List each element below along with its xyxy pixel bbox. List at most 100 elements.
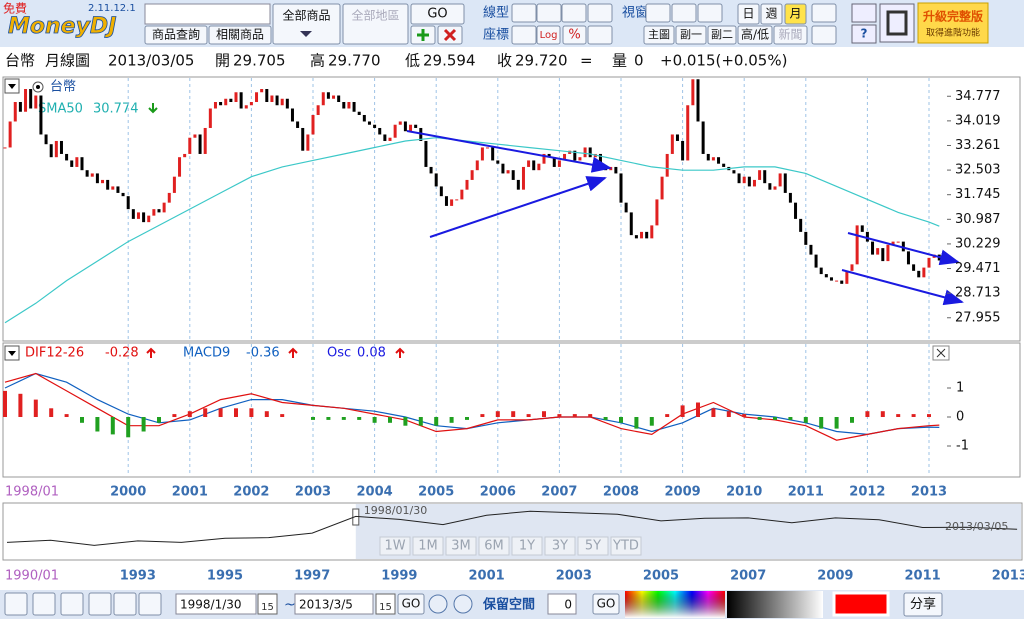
zoom-button[interactable]: [453, 594, 473, 614]
button[interactable]: [760, 3, 783, 25]
range-label[interactable]: 3Y: [552, 539, 568, 554]
button[interactable]: [342, 3, 409, 45]
icon-button[interactable]: [671, 3, 697, 23]
icon-button[interactable]: [88, 592, 112, 616]
button-label[interactable]: 新聞: [778, 27, 802, 42]
button-label[interactable]: GO: [402, 597, 421, 611]
button-label[interactable]: 全部地區: [351, 8, 399, 23]
range-button[interactable]: [610, 536, 642, 556]
range-button[interactable]: [379, 536, 411, 556]
icon-button[interactable]: [587, 3, 613, 23]
range-button[interactable]: [544, 536, 576, 556]
button-label[interactable]: %: [568, 28, 580, 43]
icon-button[interactable]: [587, 25, 613, 45]
range-label[interactable]: 1W: [384, 539, 405, 554]
icon-button[interactable]: [511, 25, 537, 45]
range-label[interactable]: YTD: [612, 539, 639, 554]
button[interactable]: [737, 25, 773, 45]
button-label[interactable]: 日: [742, 7, 754, 21]
shade-picker[interactable]: [727, 591, 823, 618]
button-label[interactable]: 主圖: [648, 28, 670, 41]
button-label[interactable]: 月: [789, 7, 801, 21]
calendar[interactable]: [257, 593, 278, 615]
button[interactable]: [643, 25, 675, 45]
range-button[interactable]: [478, 536, 510, 556]
help-button[interactable]: [851, 24, 877, 44]
range-button[interactable]: [412, 536, 444, 556]
button[interactable]: [410, 3, 465, 25]
button[interactable]: [272, 3, 341, 45]
search-input[interactable]: [144, 3, 271, 25]
button-label[interactable]: 高/低: [741, 27, 769, 42]
logo[interactable]: MoneyDJ: [8, 14, 117, 40]
button[interactable]: [536, 25, 561, 45]
button[interactable]: [144, 25, 208, 45]
button[interactable]: [675, 25, 707, 45]
range-label[interactable]: 3M: [451, 539, 471, 554]
current-color[interactable]: [832, 591, 890, 617]
button-label[interactable]: 副一: [680, 28, 702, 41]
icon-button[interactable]: [113, 592, 137, 616]
button[interactable]: [208, 25, 272, 45]
icon-button[interactable]: [511, 3, 537, 23]
button-label[interactable]: 全部商品: [282, 8, 330, 23]
button-label[interactable]: GO: [427, 7, 447, 22]
candle: [398, 121, 402, 125]
range-label[interactable]: 5Y: [585, 539, 601, 554]
icon-button[interactable]: [4, 592, 28, 616]
button[interactable]: [773, 25, 808, 45]
candle: [824, 274, 828, 278]
button[interactable]: [737, 3, 760, 25]
calendar[interactable]: [375, 593, 396, 615]
input-value[interactable]: 1998/1/30: [180, 598, 242, 612]
input[interactable]: [175, 593, 257, 615]
input-value[interactable]: 0: [564, 598, 572, 612]
range-button[interactable]: [511, 536, 543, 556]
button[interactable]: [707, 25, 737, 45]
upgrade-sub[interactable]: 取得進階功能: [926, 27, 980, 39]
button-label[interactable]: 副二: [711, 28, 733, 41]
icon-button[interactable]: [60, 592, 84, 616]
upgrade-text[interactable]: 升級完整版: [923, 9, 983, 24]
input[interactable]: [547, 593, 577, 615]
osc-bar: [357, 417, 362, 420]
range-label[interactable]: 1Y: [519, 539, 535, 554]
icon-button[interactable]: [697, 3, 723, 23]
button-label[interactable]: GO: [597, 597, 616, 611]
fullscreen-button[interactable]: [879, 3, 915, 43]
range-label[interactable]: 1M: [418, 539, 438, 554]
button-label[interactable]: 商品查詢: [152, 27, 200, 42]
nav-tick-label: 1993: [120, 569, 156, 584]
button-label[interactable]: 週: [765, 7, 777, 21]
icon-button[interactable]: [811, 3, 837, 23]
chat-button[interactable]: [851, 3, 877, 23]
range-button[interactable]: [577, 536, 609, 556]
zoom-button[interactable]: [428, 594, 448, 614]
button[interactable]: [397, 593, 425, 615]
osc-bar: [187, 411, 192, 417]
range-button[interactable]: [445, 536, 477, 556]
range-label[interactable]: 6M: [484, 539, 504, 554]
icon-button[interactable]: [536, 3, 562, 23]
candle: [573, 150, 577, 161]
button[interactable]: [903, 592, 943, 617]
candle: [794, 202, 798, 219]
button[interactable]: [784, 3, 807, 25]
button[interactable]: [562, 25, 587, 45]
icon-button[interactable]: [138, 592, 162, 616]
legend-name: 台幣: [50, 80, 76, 95]
candle: [29, 89, 33, 109]
icon-button[interactable]: [561, 3, 587, 23]
button[interactable]: [592, 593, 620, 615]
button-label[interactable]: 相關商品: [216, 27, 264, 42]
button-label[interactable]: 分享: [910, 596, 936, 612]
icon-button[interactable]: [811, 25, 837, 45]
input-value[interactable]: 2013/3/5: [299, 598, 353, 612]
icon-button[interactable]: [645, 3, 671, 23]
upgrade-button[interactable]: [917, 2, 989, 44]
quote-field: 29.720: [515, 52, 568, 70]
button-label[interactable]: Log: [540, 30, 558, 41]
input[interactable]: [294, 593, 374, 615]
icon-button[interactable]: [32, 592, 56, 616]
candle: [763, 170, 767, 184]
